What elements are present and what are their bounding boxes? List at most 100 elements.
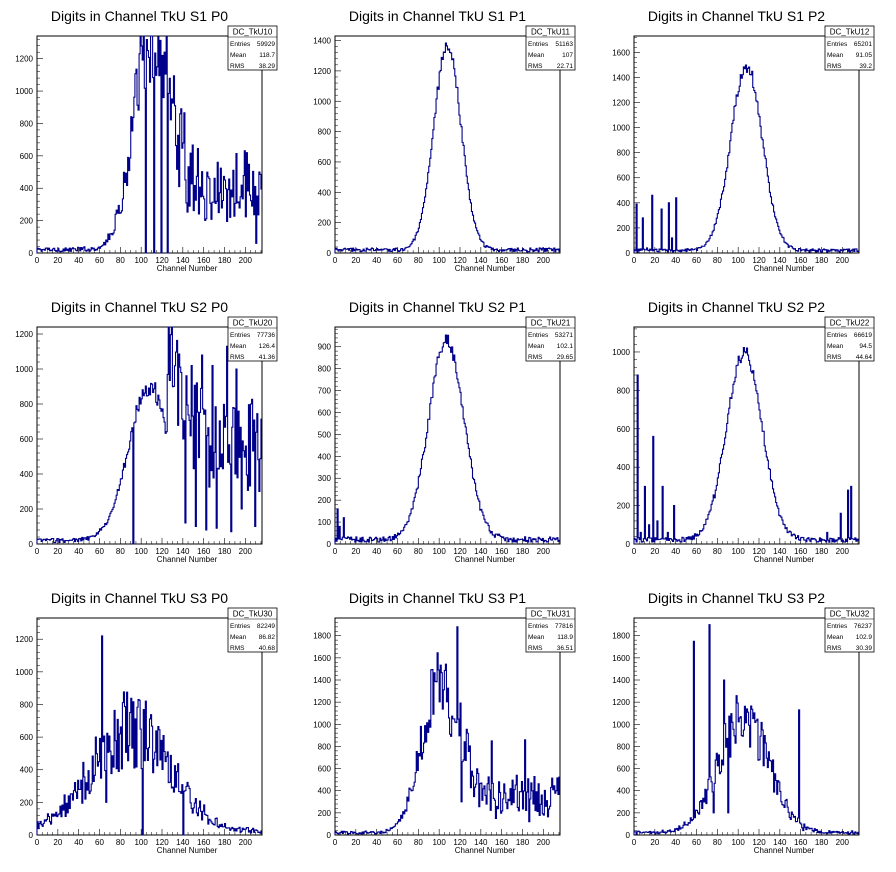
y-tick-label: 1000 [612,348,630,357]
stats-box [227,25,278,71]
y-tick-label: 1400 [612,676,630,685]
x-tick-label: 160 [197,838,211,847]
y-tick-label: 800 [20,400,34,409]
stats-value-mean: 102.9 [856,634,873,641]
x-tick-label: 40 [372,547,381,556]
x-tick-label: 60 [692,256,701,265]
stats-value-mean: 91.05 [856,52,873,59]
x-tick-label: 80 [414,547,423,556]
y-tick-label: 800 [318,742,332,751]
x-axis-label: Channel Number [455,264,516,273]
x-tick-label: 160 [794,256,808,265]
x-tick-label: 20 [650,256,659,265]
x-tick-label: 100 [134,256,148,265]
stats-value-rms: 44.64 [856,354,873,361]
stats-label-mean: Mean [528,634,545,641]
y-tick-label: 500 [318,430,332,439]
y-tick-label: 1000 [313,720,331,729]
chart-title: Digits in Channel TkU S3 P1 [349,590,526,606]
y-tick-label: 1600 [612,48,630,57]
plot-frame [334,35,561,254]
histogram-svg: Digits in Channel TkU S3 P2 0 20 40 60 80 100 1… [612,590,875,855]
x-tick-label: 200 [537,256,551,265]
stats-label-rms: RMS [528,63,543,70]
x-tick-label: 60 [393,256,402,265]
y-tick-label: 200 [20,798,34,807]
plot-frame [334,326,561,545]
y-tick-label: 1200 [15,635,33,644]
y-tick-label: 600 [318,158,332,167]
y-tick-label: 200 [318,496,332,505]
x-tick-label: 180 [516,547,530,556]
x-tick-label: 200 [537,838,551,847]
y-tick-label: 1400 [313,676,331,685]
y-tick-label: 900 [318,343,332,352]
y-tick-label: 200 [20,217,34,226]
histogram-panel-DC_TkU20: Digits in Channel TkU S2 P0 0 20 40 60 80 100 1… [0,291,298,581]
histogram-svg: Digits in Channel TkU S1 P2 0 20 40 60 80 100 1… [612,8,875,273]
x-tick-label: 40 [372,256,381,265]
x-tick-label: 180 [815,547,829,556]
x-tick-label: 0 [35,838,40,847]
x-tick-label: 160 [495,547,509,556]
stats-label-mean: Mean [827,52,844,59]
y-tick-label: 200 [318,809,332,818]
x-tick-label: 140 [176,547,190,556]
stats-label-rms: RMS [827,354,842,361]
x-tick-label: 100 [731,547,745,556]
x-tick-label: 40 [671,256,680,265]
x-tick-label: 160 [794,838,808,847]
x-axis-label: Channel Number [157,846,218,855]
histogram-line [334,626,560,835]
stats-value-rms: 30.39 [856,645,873,652]
x-tick-label: 120 [752,256,766,265]
plot-frame [633,326,860,545]
stats-label-entries: Entries [230,623,251,630]
stats-value-rms: 29.65 [557,354,574,361]
x-tick-label: 200 [836,256,850,265]
x-tick-label: 20 [351,838,360,847]
x-tick-label: 60 [95,256,104,265]
y-tick-label: 800 [318,365,332,374]
histogram-line [633,64,859,253]
y-tick-label: 400 [617,199,631,208]
y-tick-label: 200 [617,502,631,511]
stats-value-entries: 51163 [555,41,573,48]
histogram-line [36,35,262,254]
y-tick-label: 1200 [612,98,630,107]
y-tick-label: 400 [20,184,34,193]
x-tick-label: 100 [432,547,446,556]
x-tick-label: 180 [516,838,530,847]
y-tick-label: 0 [327,831,332,840]
stats-label-rms: RMS [827,63,842,70]
stats-name: DC_TkU12 [830,28,870,37]
x-tick-label: 140 [474,838,488,847]
x-tick-label: 120 [453,256,467,265]
stats-value-rms: 36.51 [557,645,574,652]
y-tick-label: 400 [318,188,332,197]
y-tick-label: 1000 [15,668,33,677]
x-tick-label: 80 [713,838,722,847]
stats-label-mean: Mean [528,343,545,350]
x-tick-label: 20 [650,547,659,556]
stats-label-entries: Entries [528,332,549,339]
histogram-svg: Digits in Channel TkU S3 P1 0 20 40 60 80 100 1… [313,590,576,855]
stats-box [525,607,576,653]
x-tick-label: 20 [351,256,360,265]
x-tick-label: 200 [537,547,551,556]
x-tick-label: 0 [333,256,338,265]
stats-name: DC_TkU31 [531,610,571,619]
stats-label-entries: Entries [827,41,848,48]
x-tick-label: 0 [333,838,338,847]
x-tick-label: 140 [474,547,488,556]
x-tick-label: 200 [239,256,253,265]
y-tick-label: 1400 [612,73,630,82]
plot-frame [36,326,263,545]
x-tick-label: 0 [632,547,637,556]
x-tick-label: 160 [197,256,211,265]
x-tick-label: 160 [197,547,211,556]
chart-title: Digits in Channel TkU S3 P2 [648,590,825,606]
stats-value-rms: 40.68 [259,645,276,652]
y-tick-label: 1000 [612,720,630,729]
x-tick-label: 100 [432,838,446,847]
